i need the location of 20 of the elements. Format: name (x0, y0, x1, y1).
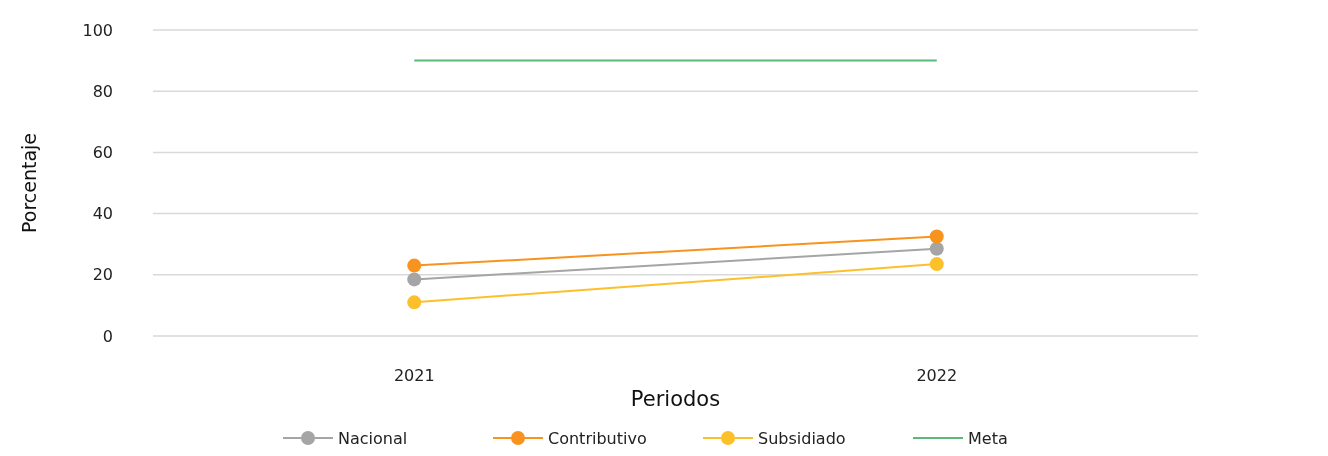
y-tick-label: 80 (92, 81, 113, 101)
legend-label: Nacional (338, 428, 408, 448)
point (407, 295, 422, 310)
point (929, 257, 944, 272)
legend-label: Meta (968, 428, 1008, 448)
legend-label: Subsidiado (758, 428, 846, 448)
y-tick-label: 20 (92, 265, 113, 285)
legend-label: Contributivo (548, 428, 647, 448)
y-tick-label: 0 (102, 326, 113, 346)
y-tick-label: 100 (82, 20, 113, 40)
y-axis-title: Porcentaje (18, 132, 40, 234)
y-tick-label: 40 (92, 204, 113, 224)
x-axis-title: Periodos (630, 387, 721, 411)
x-tick-label: 2022 (916, 366, 958, 385)
point (407, 272, 422, 287)
y-tick-label: 60 (92, 143, 113, 162)
x-tick-label: 2021 (393, 366, 435, 385)
point (929, 229, 944, 244)
point (929, 241, 944, 256)
point (407, 258, 422, 273)
